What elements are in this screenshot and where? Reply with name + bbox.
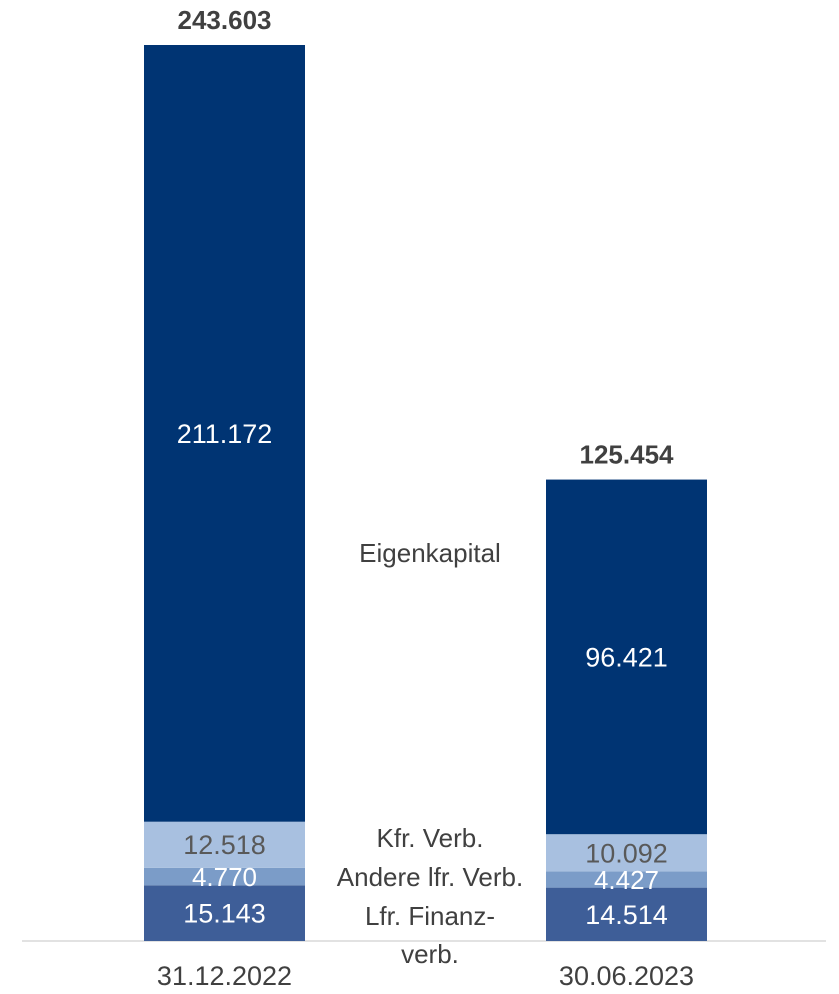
bar-segment-andere-lfr-verb-31-12-2022 [144,867,305,886]
data-label-eigenkapital-30-06-2023: 96.421 [585,642,668,672]
bar-segment-kfr-verb-31-12-2022 [144,821,305,868]
legend-lfr-finanz-verb-line-1: Lfr. Finanz- [365,901,495,931]
data-label-andere-lfr-verb-30-06-2023: 4.427 [594,865,659,895]
legend-eigenkapital: Eigenkapital [359,538,501,568]
bar-segment-lfr-finanz-verb-30-06-2023 [546,887,707,941]
data-label-andere-lfr-verb-31-12-2022: 4.770 [192,862,257,892]
total-label-30-06-2023: 125.454 [580,440,675,470]
data-label-kfr-verb-30-06-2023: 10.092 [585,838,668,868]
data-label-kfr-verb-31-12-2022: 12.518 [183,830,266,860]
data-label-eigenkapital-31-12-2022: 211.172 [177,419,273,449]
bar-segment-eigenkapital-30-06-2023 [546,479,707,835]
bar-segment-andere-lfr-verb-30-06-2023 [546,871,707,888]
data-label-lfr-finanz-verb-31-12-2022: 15.143 [183,899,266,929]
total-label-31-12-2022: 243.603 [178,5,272,35]
legend-lfr-finanz-verb-line-2: verb. [401,939,459,969]
legend-kfr-verb: Kfr. Verb. [377,823,484,853]
category-label-31-12-2022: 31.12.2022 [157,961,292,991]
legend-andere-lfr-verb: Andere lfr. Verb. [337,862,523,892]
bar-segment-kfr-verb-30-06-2023 [546,834,707,872]
bar-segment-eigenkapital-31-12-2022 [144,45,305,822]
bar-segment-lfr-finanz-verb-31-12-2022 [144,885,305,941]
data-label-lfr-finanz-verb-30-06-2023: 14.514 [585,900,668,930]
category-label-30-06-2023: 30.06.2023 [559,961,694,991]
